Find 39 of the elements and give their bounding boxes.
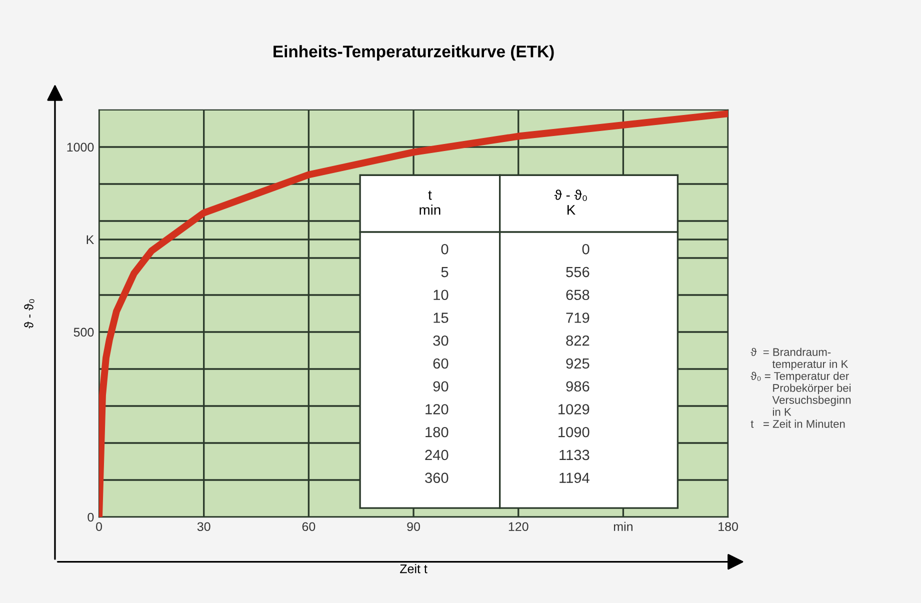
annotation: 15 [434,312,448,323]
annotation: 556 [566,266,590,278]
annotation: 0 [441,244,448,254]
x-tick-label: 180 [718,522,738,532]
chart-title: Einheits-Temperaturzeitkurve (ETK) [274,45,554,61]
annotation: 240 [425,450,448,460]
y-tick-label: 0 [88,512,94,522]
annotation: 822 [566,335,590,346]
annotation: 986 [566,381,590,392]
annotation: 60 [433,358,448,369]
annotation: 180 [426,426,448,438]
annotation: 925 [566,358,590,369]
annotation: t min [420,190,440,215]
annotation: 1194 [560,472,590,483]
annotation: 360 [425,472,448,483]
x-tick-label: min [614,522,632,531]
y-tick-label: 1000 [67,142,94,152]
annotation: 1090 [558,426,590,438]
x-tick-label: 60 [302,522,316,532]
annotation: 719 [566,312,590,323]
x-tick-label: 90 [407,522,420,532]
annotation: 90 [433,381,448,392]
annotation: ϑ - ϑ₀ K [554,190,587,215]
annotation: 1133 [560,450,590,460]
annotation: 5 [441,267,448,278]
annotation: 30 [433,335,448,346]
y-axis-title: ϑ - ϑ₀ [24,299,34,328]
annotation: 120 [426,404,448,414]
annotation: 1029 [558,404,590,414]
annotation: 0 [582,244,590,254]
x-axis-title: Zeit t [400,564,428,574]
annotation: 658 [566,290,590,300]
text: ϑ = Brandraum- temperatur in K ϑ₀ = Temperatur der Probekörper bei Versuchsbeginn in K t = Zeit in Minuten [750,348,851,428]
x-tick-label: 30 [197,522,210,532]
y-tick-label: 500 [74,328,94,337]
x-tick-label: 0 [96,522,102,532]
x-tick-label: 120 [508,522,528,532]
annotation: 10 [434,290,448,300]
y-tick-label: K [86,235,94,244]
